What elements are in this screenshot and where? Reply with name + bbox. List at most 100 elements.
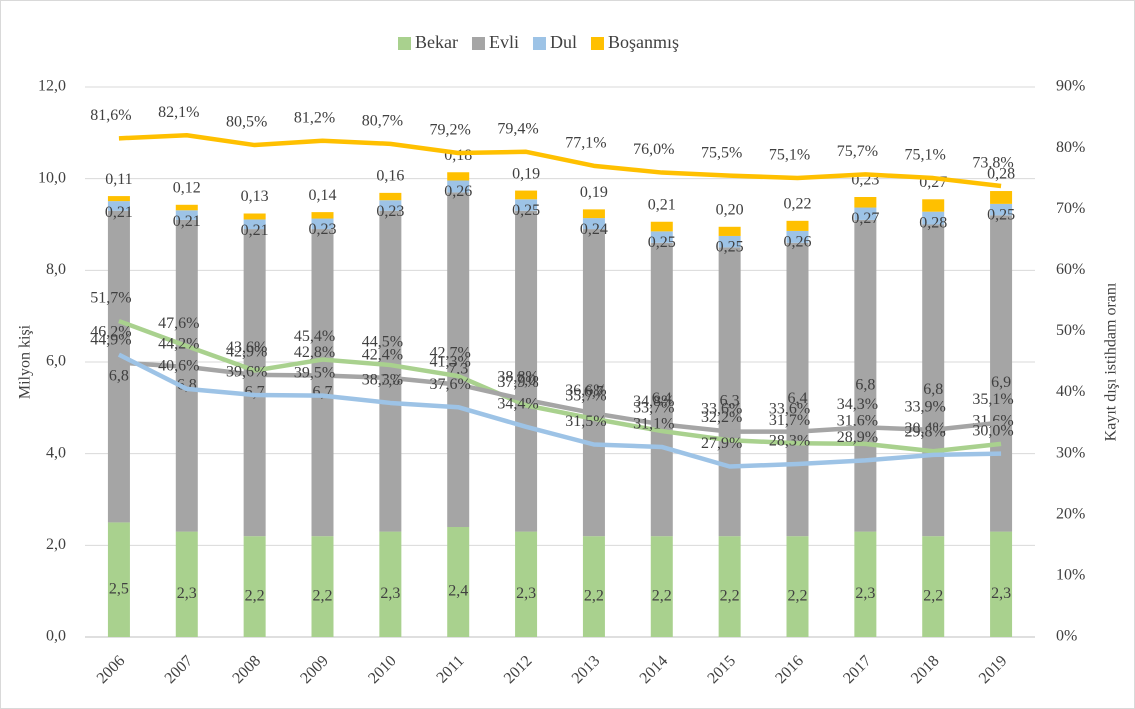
line-label: 34,8%: [633, 393, 674, 410]
data-label: 2,2: [584, 587, 604, 604]
bar-segment: [515, 210, 538, 532]
y2-axis-title: Kayıt dışı istihdam oranı: [1103, 282, 1120, 441]
data-label: 2,2: [720, 587, 740, 604]
line-label: 44,5%: [362, 334, 403, 351]
data-label: 0,13: [241, 188, 269, 205]
bar-segment: [243, 219, 266, 230]
legend-swatch: [590, 37, 604, 50]
data-label: 6,9: [991, 374, 1011, 391]
bar-segment: [311, 536, 334, 637]
line-label: 33,7%: [633, 400, 674, 417]
legend-swatch: [398, 37, 411, 50]
data-label: 2,4: [448, 583, 468, 600]
data-label: 0,25: [987, 207, 1015, 224]
data-label: 0,24: [580, 221, 608, 238]
data-label: 2,2: [923, 587, 943, 604]
bar-segment: [854, 531, 877, 637]
bar-segment: [447, 527, 470, 637]
line-label: 35,7%: [565, 388, 606, 405]
bar-segment: [447, 192, 470, 527]
line: [118, 318, 1002, 454]
line-label: 29,8%: [905, 424, 946, 441]
line-label: 75,1%: [905, 147, 946, 164]
line-label: 27,9%: [701, 435, 742, 452]
y-tick-label: 10,0: [38, 169, 66, 186]
y-tick-label: 0,0: [46, 628, 66, 645]
bar-segment: [854, 207, 877, 220]
line-label: 51,7%: [90, 290, 131, 307]
bar-segment: [447, 172, 470, 181]
y2-tick-label: 10%: [1056, 567, 1085, 584]
bar-segment: [243, 536, 266, 637]
y-tick-label: 12,0: [38, 78, 66, 95]
data-label: 6,4: [652, 390, 672, 407]
data-label: 0,14: [309, 187, 337, 204]
data-label: 0,25: [512, 202, 540, 219]
data-label: 0,11: [105, 171, 132, 188]
data-label: 2,2: [245, 587, 265, 604]
legend-label: Boşanmış: [608, 32, 679, 52]
line-label: 39,6%: [226, 364, 267, 381]
data-label: 2,3: [516, 585, 536, 602]
bar-segment: [175, 210, 198, 220]
bar-segment: [175, 219, 198, 532]
line-label: 43,6%: [226, 339, 267, 356]
line-label: 33,6%: [769, 400, 810, 417]
bar-segment: [922, 211, 945, 225]
data-label: 2,3: [991, 585, 1011, 602]
line-label: 37,6%: [430, 376, 471, 393]
data-label: 2,2: [788, 587, 808, 604]
y2-tick-label: 70%: [1056, 200, 1085, 217]
line: [117, 352, 1002, 469]
line-label: 81,2%: [294, 109, 335, 126]
data-label: 7,0: [516, 372, 536, 389]
data-label: 0,21: [241, 222, 269, 239]
line-label: 34,4%: [497, 395, 538, 412]
bar-segment: [786, 230, 809, 243]
bar-segment: [379, 531, 402, 637]
bar-segment: [854, 197, 877, 208]
line-label: 32,2%: [701, 409, 742, 426]
line-label: 40,6%: [158, 358, 199, 375]
bar-segment: [107, 210, 130, 523]
bar-segment: [379, 200, 402, 211]
line-label: 35,1%: [972, 391, 1013, 408]
bar-segment: [107, 196, 130, 202]
bar-segment: [515, 190, 538, 200]
line-label: 47,6%: [158, 315, 199, 332]
bar-segment: [990, 203, 1013, 216]
bar-segment: [718, 536, 741, 637]
line-label: 28,9%: [837, 429, 878, 446]
y2-tick-label: 0%: [1056, 628, 1077, 645]
line-label: 44,2%: [158, 336, 199, 353]
data-label: 2,5: [109, 580, 129, 597]
line-label: 80,7%: [362, 113, 403, 130]
data-label: 2,2: [313, 587, 333, 604]
bar-segment: [650, 242, 673, 537]
bar-segment: [311, 218, 334, 230]
line-label: 39,5%: [294, 364, 335, 381]
bar-segment: [786, 536, 809, 637]
data-label: 6,7: [245, 383, 265, 400]
bar-segment: [650, 536, 673, 637]
y-tick-label: 6,0: [46, 353, 66, 370]
line-label: 31,7%: [769, 412, 810, 429]
line-label: 31,1%: [633, 416, 674, 433]
line-label: 36,6%: [565, 382, 606, 399]
legend-swatch: [532, 37, 546, 50]
bar-segment: [107, 201, 130, 211]
legend-label: Bekar: [415, 32, 458, 52]
line-label: 79,4%: [497, 120, 538, 137]
line-label: 28,3%: [769, 433, 810, 450]
bar-segment: [922, 224, 945, 537]
y2-tick-label: 20%: [1056, 505, 1085, 522]
data-label: 0,25: [716, 239, 744, 256]
data-label: 0,27: [851, 210, 879, 227]
bar-segment: [718, 235, 741, 248]
bar-segment: [379, 192, 402, 201]
data-label: 0,19: [512, 165, 540, 182]
line-label: 42,4%: [362, 347, 403, 364]
data-label: 0,26: [784, 234, 812, 251]
line-label: 38,8%: [497, 369, 538, 386]
bar-segment: [243, 229, 266, 537]
